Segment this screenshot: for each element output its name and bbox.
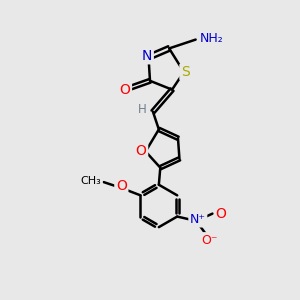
Text: N⁺: N⁺	[190, 213, 206, 226]
Text: O: O	[119, 82, 130, 97]
Text: S: S	[181, 65, 190, 79]
Text: O⁻: O⁻	[201, 234, 218, 247]
Text: CH₃: CH₃	[81, 176, 101, 186]
Text: O: O	[136, 145, 147, 158]
Text: NH₂: NH₂	[200, 32, 224, 45]
Text: O: O	[116, 178, 127, 193]
Text: N: N	[142, 49, 152, 63]
Text: O: O	[215, 207, 226, 220]
Text: H: H	[137, 103, 146, 116]
